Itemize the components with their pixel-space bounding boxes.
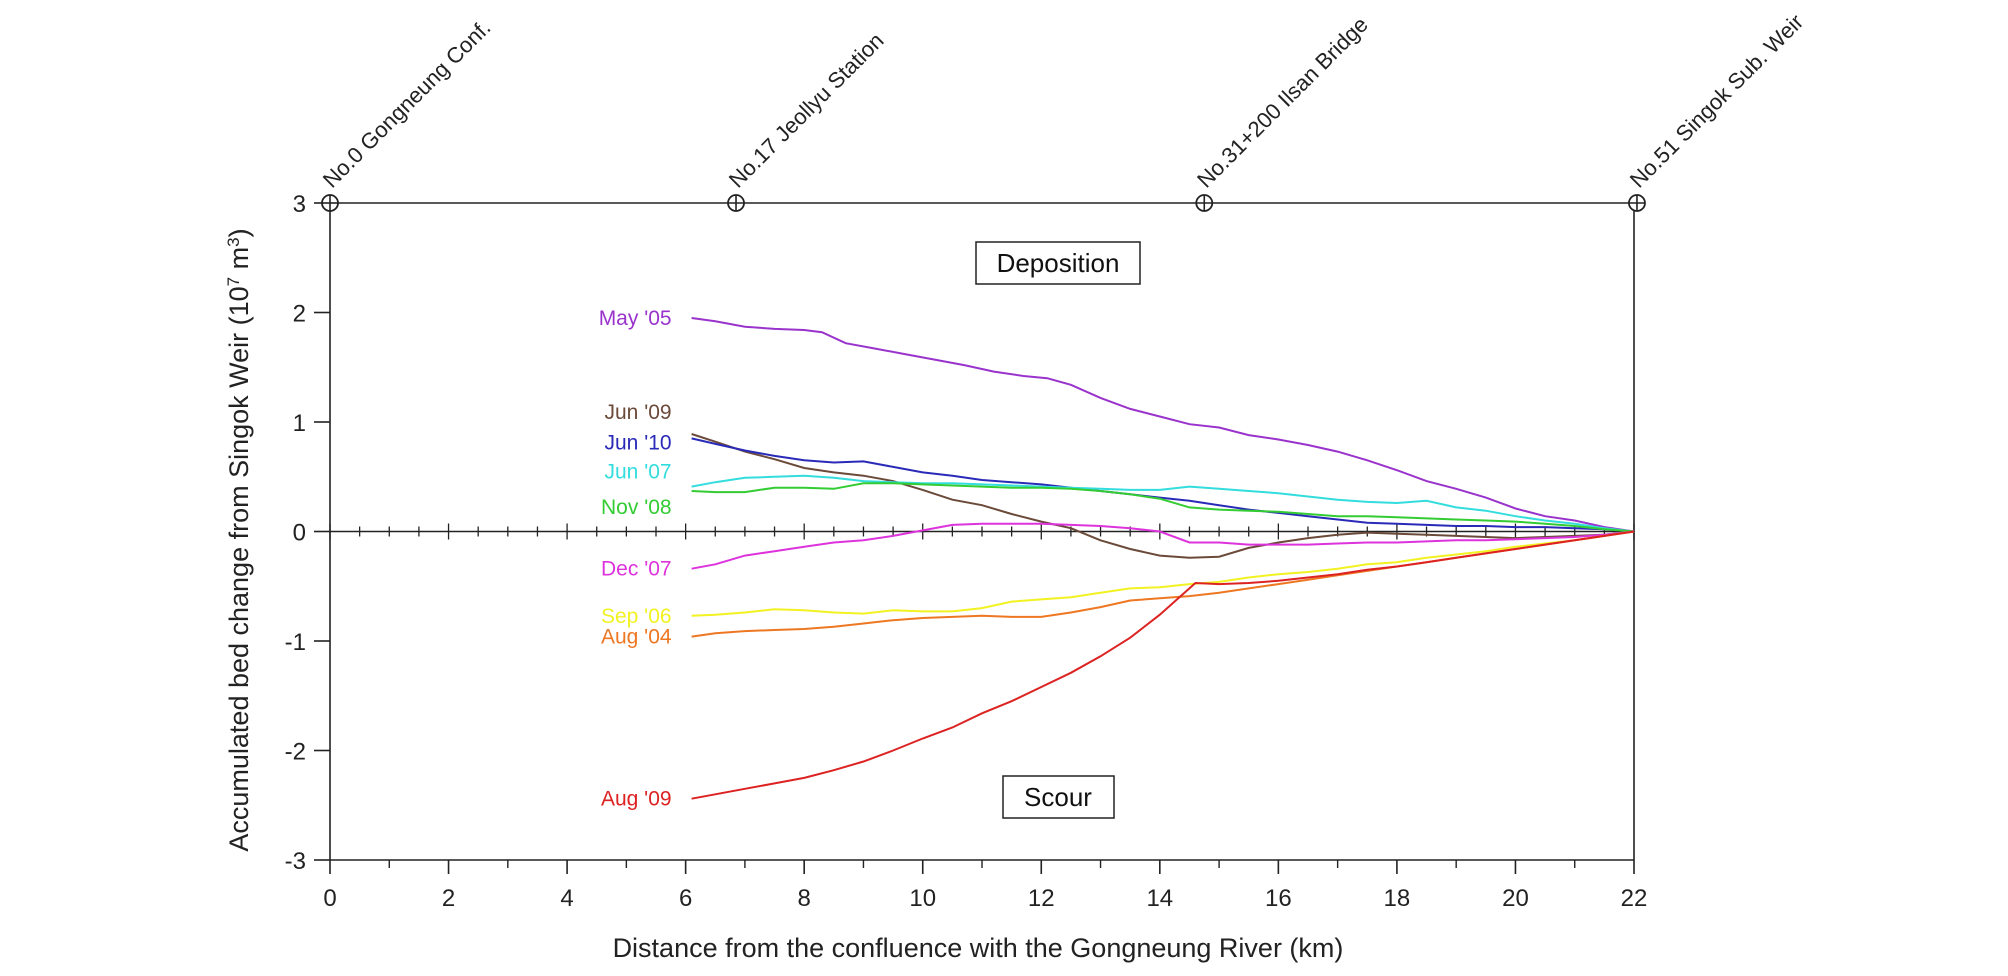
series-label-nov-08: Nov '08 [601,496,672,519]
scour-label: Scour [1024,782,1092,812]
series-line-aug-09 [691,530,1635,800]
y-tick-label: -2 [285,739,306,766]
scour-annotation: Scour [1002,775,1115,819]
x-tick-label: 2 [442,885,455,912]
y-tick-label: -3 [285,848,306,875]
y-axis-title-unit-exponent: 3 [224,237,243,246]
series-label-aug-04: Aug '04 [601,626,672,649]
station-label: No.31+200 Ilsan Bridge [1192,12,1373,193]
series-line-may-05 [691,317,1635,533]
series-label-may-05: May '05 [599,307,672,330]
series-line-jun-09 [691,433,1635,559]
series-label-jun-10: Jun '10 [605,431,672,454]
x-tick-label: 0 [323,885,336,912]
deposition-annotation: Deposition [975,241,1141,285]
y-tick-label: 2 [293,301,306,328]
x-axis-title: Distance from the confluence with the Go… [613,933,1344,963]
series-label-dec-07: Dec '07 [601,558,672,581]
series-label-jun-07: Jun '07 [605,461,672,484]
x-tick-label: 22 [1621,885,1648,912]
series-label-jun-09: Jun '09 [605,401,672,424]
series-line-aug-04 [691,530,1635,638]
y-axis-title: Accumulated bed change from Singok Weir … [224,228,255,851]
station-label: No.51 Singok Sub. Weir [1625,9,1808,192]
series-line-jun-07 [691,474,1635,533]
x-tick-label: 12 [1028,885,1055,912]
x-tick-label: 14 [1146,885,1173,912]
series-line-nov-08 [691,482,1635,533]
series-line-dec-07 [691,522,1635,570]
series-labels: May '05 Jun '09 Jun '10 Jun '07 Nov '08 Dec '… [599,307,672,811]
x-tick-label: 16 [1265,885,1292,912]
y-axis-title-close: ) [224,228,254,237]
series-label-sep-06: Sep '06 [601,605,672,628]
y-tick-label: 1 [293,410,306,437]
series-lines [691,317,1635,800]
x-tick-label: 18 [1384,885,1411,912]
station-markers: No.0 Gongneung Conf. No.17 Jeollyu Statio… [318,9,1808,212]
x-tick-label: 10 [909,885,936,912]
series-line-sep-06 [691,530,1635,617]
y-tick-label: 3 [293,191,306,218]
station-label: No.17 Jeollyu Station [724,28,889,193]
x-tick-label: 8 [798,885,811,912]
y-axis-title-unit: m [224,247,254,277]
station-label: No.0 Gongneung Conf. [318,15,496,193]
y-tick-label: 0 [293,520,306,547]
y-axis-title-prefix: Accumulated bed change from Singok Weir … [224,286,254,851]
series-label-aug-09: Aug '09 [601,788,672,811]
x-tick-label: 20 [1502,885,1529,912]
y-tick-label: -1 [285,629,306,656]
y-axis-title-exponent: 7 [224,277,243,286]
x-tick-label: 6 [679,885,692,912]
series-line-jun-10 [691,437,1635,533]
x-tick-label: 4 [560,885,573,912]
deposition-label: Deposition [997,248,1120,278]
